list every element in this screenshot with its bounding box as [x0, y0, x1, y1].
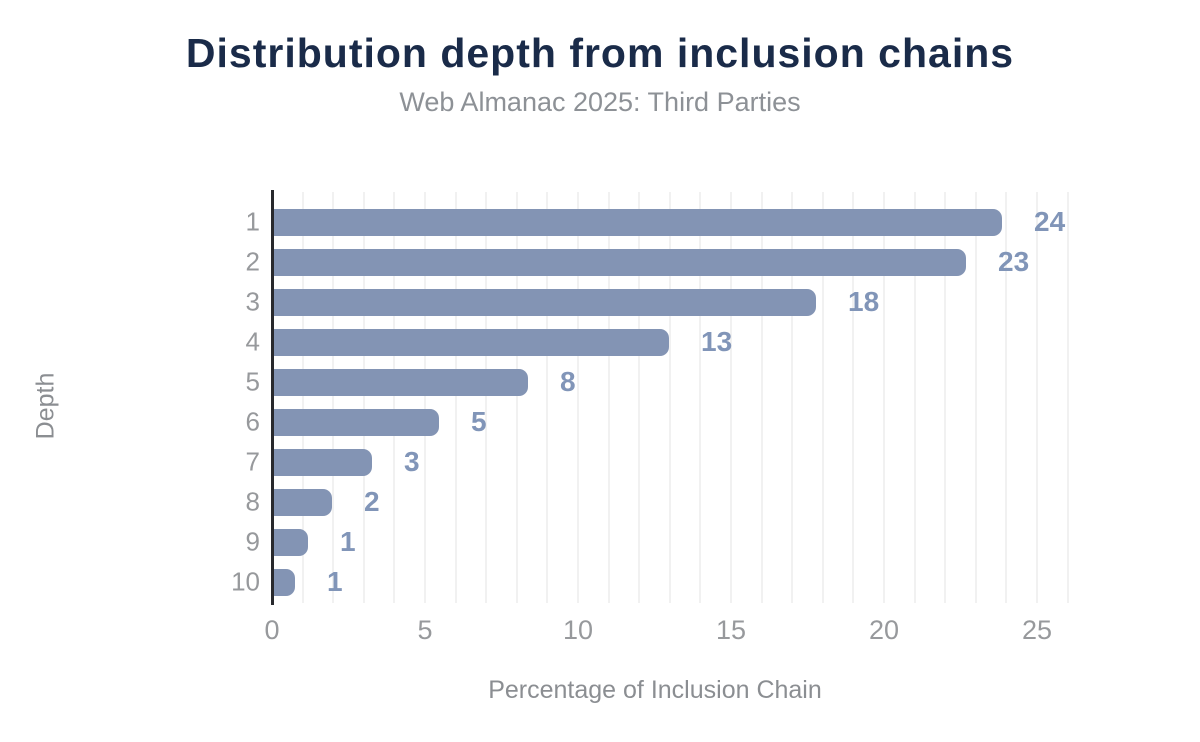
gridline: [730, 192, 732, 603]
y-tick-label: 4: [245, 326, 260, 357]
bar-depth-2: [274, 248, 966, 276]
gridline: [362, 192, 365, 603]
y-tick-label: 5: [245, 366, 260, 397]
gridline: [1005, 192, 1008, 603]
gridline: [607, 192, 610, 603]
x-axis-title: Percentage of Inclusion Chain: [488, 676, 822, 704]
bar-depth-3: [274, 288, 816, 316]
gridline: [699, 192, 702, 603]
gridline: [668, 192, 671, 603]
bar-depth-10: [274, 568, 295, 596]
gridline: [577, 192, 579, 603]
bar-value-label: 2: [364, 486, 380, 517]
gridline: [913, 192, 916, 603]
chart-row: 10 1: [231, 562, 1068, 602]
x-tick-label: 0: [264, 615, 280, 645]
bar-value-label: 1: [340, 526, 356, 557]
gridline: [1066, 192, 1069, 603]
bar-rows: 1 24 2 23 3 18 4 13 5 8 6 5 7 3 8 2 9 1 10 1: [231, 202, 1068, 602]
gridline: [883, 192, 885, 603]
y-axis-title: Depth: [31, 372, 60, 440]
bar-depth-6: [274, 408, 439, 436]
bar-depth-1: [274, 208, 1002, 236]
chart-subtitle: Web Almanac 2025: Third Parties: [399, 87, 801, 117]
gridline: [791, 192, 794, 603]
y-tick-label: 1: [245, 206, 260, 237]
y-tick-label: 3: [245, 286, 260, 317]
y-tick-label: 10: [231, 566, 260, 597]
bar-depth-4: [274, 328, 669, 356]
gridline: [638, 192, 641, 603]
y-axis-line: [271, 190, 274, 605]
chart-row: 2 23: [246, 242, 1068, 282]
y-tick-label: 2: [245, 246, 260, 277]
bar-value-label: 18: [848, 286, 880, 317]
x-tick-label: 25: [1021, 615, 1053, 645]
x-tick-label: 5: [417, 615, 433, 645]
bar-depth-5: [274, 368, 528, 396]
gridline: [454, 192, 457, 603]
bar-value-label: 1: [327, 566, 343, 597]
chart-row: 3 18: [246, 282, 1068, 322]
chart-row: 4 13: [246, 322, 1068, 362]
bar-depth-8: [274, 488, 332, 516]
bar-value-label: 8: [560, 366, 576, 397]
chart-title: Distribution depth from inclusion chains: [185, 30, 1015, 76]
bar-depth-7: [274, 448, 372, 476]
bar-value-label: 3: [404, 446, 420, 477]
gridline: [821, 192, 824, 603]
chart-row: 1 24: [246, 202, 1068, 242]
bar-value-label: 13: [701, 326, 733, 357]
gridline: [852, 192, 855, 603]
bar-depth-9: [274, 528, 308, 556]
bar-value-label: 23: [998, 246, 1030, 277]
plot-area: 1 24 2 23 3 18 4 13 5 8 6 5 7 3 8 2 9 1 10 1 0 5 10 15 20 25: [231, 190, 1069, 645]
x-tick-label: 20: [868, 615, 900, 645]
gridline: [546, 192, 549, 603]
gridline: [485, 192, 488, 603]
gridline: [393, 192, 396, 603]
gridline: [974, 192, 977, 603]
gridline: [944, 192, 947, 603]
y-tick-label: 9: [245, 526, 260, 557]
gridline: [1036, 192, 1038, 603]
gridline: [424, 192, 426, 603]
y-tick-label: 6: [245, 406, 260, 437]
x-tick-label: 15: [715, 615, 747, 645]
gridline: [515, 192, 518, 603]
bar-value-label: 5: [471, 406, 487, 437]
y-tick-label: 8: [245, 486, 260, 517]
x-tick-label: 10: [562, 615, 594, 645]
gridline: [332, 192, 335, 603]
bar-value-label: 24: [1034, 206, 1066, 237]
gridline: [760, 192, 763, 603]
y-tick-label: 7: [245, 446, 260, 477]
gridline: [301, 192, 304, 603]
